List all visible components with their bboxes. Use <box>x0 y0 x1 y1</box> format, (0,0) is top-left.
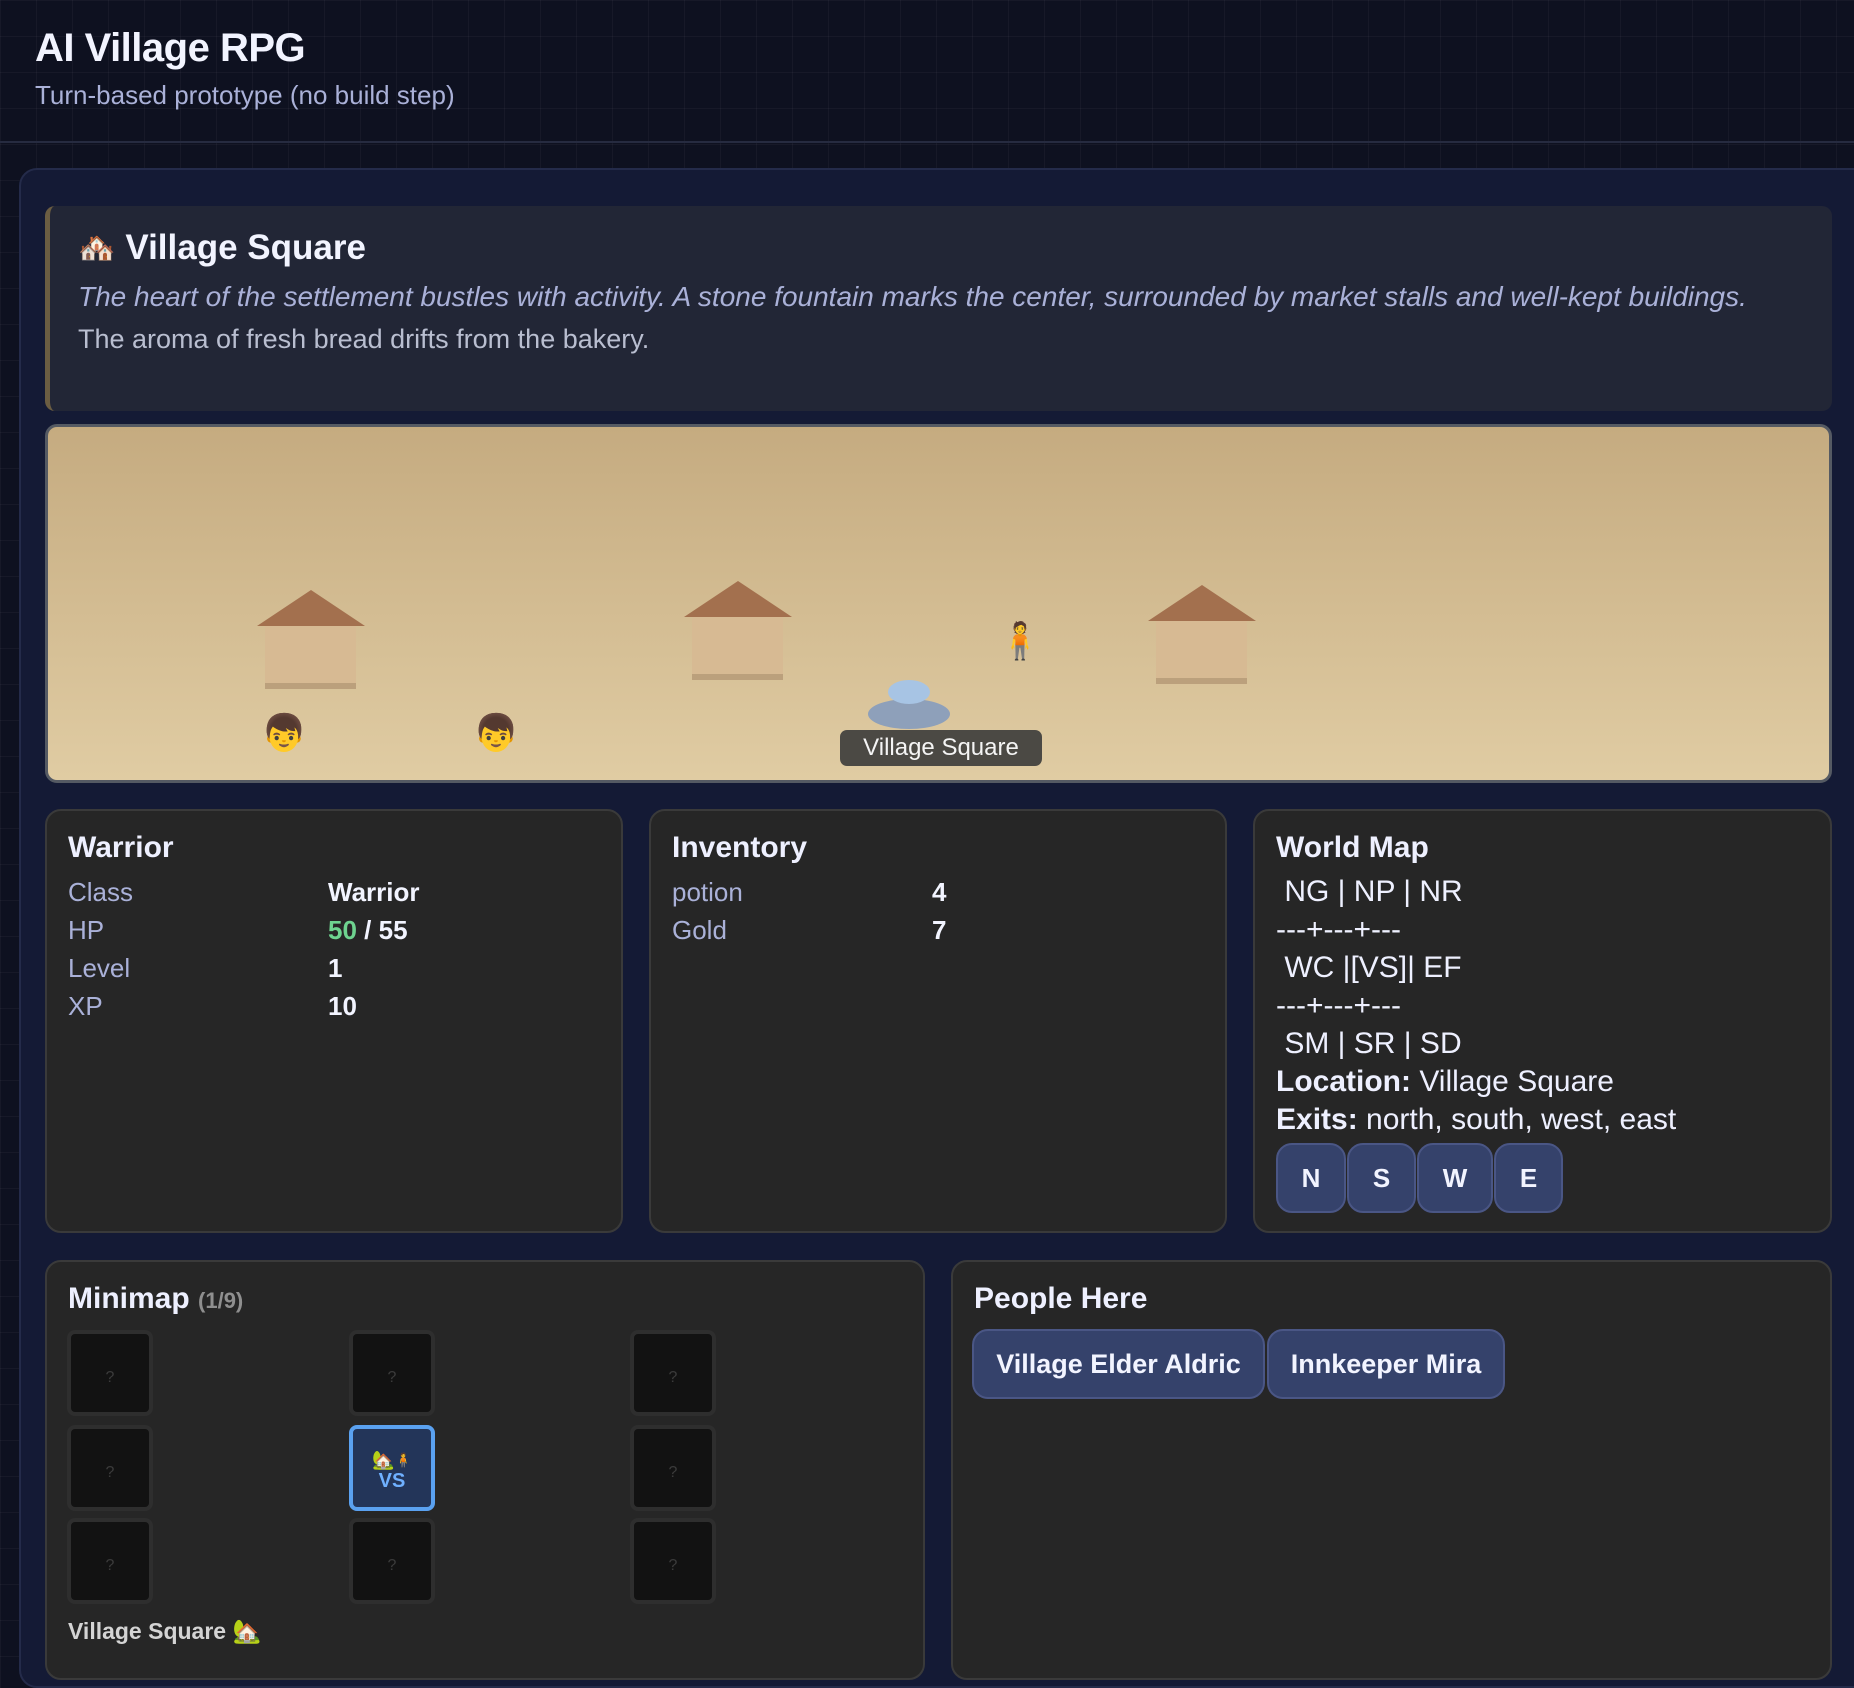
scene-view: 🧍 👦 👦 Village Square <box>45 424 1832 783</box>
npc-button-mira[interactable]: Innkeeper Mira <box>1267 1329 1505 1399</box>
inventory-title: Inventory <box>672 831 808 864</box>
character-panel: Warrior Class Warrior HP 50 / 55 Level 1 XP… <box>45 809 623 1233</box>
npc-icon[interactable]: 👦 <box>261 712 307 753</box>
minimap-cell-unknown: ? <box>630 1425 716 1511</box>
house <box>684 581 792 680</box>
location-card: 🏘️ Village Square The heart of the settl… <box>45 206 1832 411</box>
npc-icon[interactable]: 👦 <box>473 712 519 753</box>
stat-label: HP <box>68 914 105 945</box>
location-description: The heart of the settlement bustles with… <box>78 281 1747 312</box>
stat-label: Level <box>68 952 131 983</box>
fountain-water <box>888 680 930 704</box>
stat-value: 1 <box>328 952 343 983</box>
hp-value: 50 / 55 <box>328 915 408 946</box>
stat-label: XP <box>68 990 103 1021</box>
world-map-panel: World Map NG | NP | NR ---+---+--- WC |[… <box>1253 809 1832 1233</box>
minimap-cell-unknown: ? <box>349 1518 435 1604</box>
stat-row-class: Class Warrior <box>68 873 600 911</box>
inventory-item[interactable]: potion 4 <box>672 873 1204 911</box>
direction-buttons: N S W E <box>1276 1143 1809 1213</box>
location-ambient: The aroma of fresh bread drifts from the… <box>78 324 650 354</box>
map-row: SM | SR | SD <box>1276 1027 1462 1060</box>
exits: Exits: north, south, west, east <box>1276 1101 1809 1139</box>
item-qty: 4 <box>932 876 947 907</box>
explored-count: (1/9) <box>198 1288 244 1313</box>
houses-icon: 🏘️ <box>78 231 116 265</box>
people-panel: People Here <box>951 1260 1832 1680</box>
minimap-current-icons: 🏡🧍 <box>372 1450 412 1470</box>
move-east-button[interactable]: E <box>1494 1143 1563 1213</box>
location-title: 🏘️ Village Square <box>78 226 1804 270</box>
move-west-button[interactable]: W <box>1417 1143 1493 1213</box>
minimap-cell-unknown: ? <box>67 1330 153 1416</box>
map-row: NG | NP | NR <box>1276 875 1463 908</box>
minimap-cell-unknown: ? <box>67 1425 153 1511</box>
stat-value: 10 <box>328 990 357 1021</box>
map-divider: ---+---+--- <box>1276 913 1401 946</box>
location-name: Village Square <box>125 228 366 267</box>
character-title: Warrior <box>68 831 174 864</box>
item-name: potion <box>672 876 743 907</box>
stat-value: Warrior <box>328 876 420 907</box>
minimap-caption: Village Square 🏡 <box>68 1618 262 1644</box>
stat-row-level: Level 1 <box>68 949 600 987</box>
exits-label: Exits: <box>1276 1103 1358 1136</box>
move-north-button[interactable]: N <box>1276 1143 1346 1213</box>
current-location: Location: Village Square <box>1276 1063 1809 1101</box>
location-label: Location: <box>1276 1065 1411 1098</box>
minimap-cell-unknown: ? <box>630 1330 716 1416</box>
minimap-cell-unknown: ? <box>349 1330 435 1416</box>
stat-label: Class <box>68 876 134 907</box>
people-title: People Here <box>974 1282 1148 1315</box>
minimap-panel: Minimap (1/9) ? ? ? ? 🏡🧍 VS ? ? ? ? Vill… <box>45 1260 925 1680</box>
item-name: Gold <box>672 914 727 945</box>
move-south-button[interactable]: S <box>1347 1143 1416 1213</box>
scene-location-label: Village Square <box>840 730 1042 766</box>
player-icon: 🧍 <box>394 1451 412 1468</box>
minimap-cell-unknown: ? <box>630 1518 716 1604</box>
minimap-cell-unknown: ? <box>67 1518 153 1604</box>
house <box>1148 585 1256 684</box>
app-header: AI Village RPG Turn-based prototype (no … <box>0 0 1854 143</box>
inventory-panel: Inventory potion 4 Gold 7 <box>649 809 1227 1233</box>
inventory-item: Gold 7 <box>672 911 1204 949</box>
app-subtitle: Turn-based prototype (no build step) <box>35 80 455 110</box>
minimap-title: Minimap (1/9) <box>68 1282 902 1316</box>
world-map-title: World Map <box>1276 831 1429 864</box>
house <box>257 590 365 689</box>
exits-value: north, south, west, east <box>1366 1103 1677 1136</box>
fountain <box>868 699 950 729</box>
map-divider: ---+---+--- <box>1276 989 1401 1022</box>
npc-button-aldric[interactable]: Village Elder Aldric <box>972 1329 1265 1399</box>
app-title: AI Village RPG <box>35 26 306 70</box>
house-icon: 🏡 <box>372 1449 395 1470</box>
minimap-cell-current: 🏡🧍 VS <box>349 1425 435 1511</box>
player-icon: 🧍 <box>997 620 1043 661</box>
location-value: Village Square <box>1419 1065 1614 1098</box>
map-row: WC |[VS]| EF <box>1276 951 1462 984</box>
item-qty: 7 <box>932 914 947 945</box>
hp-max: / 55 <box>364 914 408 945</box>
minimap-title-text: Minimap <box>68 1282 190 1315</box>
minimap-current-code: VS <box>378 1469 406 1492</box>
hp-current: 50 <box>328 914 357 945</box>
stat-row-xp: XP 10 <box>68 987 600 1025</box>
stat-row-hp: HP 50 / 55 <box>68 911 600 949</box>
